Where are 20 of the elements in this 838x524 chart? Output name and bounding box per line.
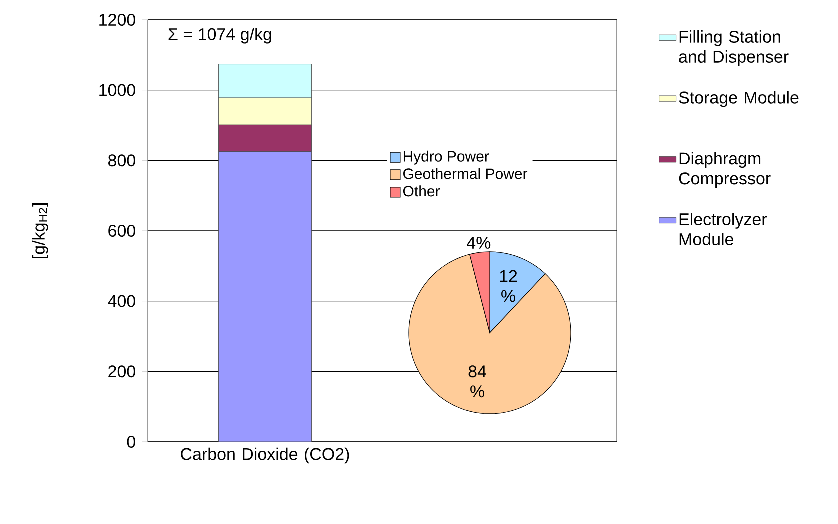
legend-label: Electrolyzer Module bbox=[680, 213, 768, 246]
y-tick-label: 600 bbox=[108, 224, 136, 238]
legend-label: Geothermal Power bbox=[404, 168, 528, 180]
legend-label: Storage Module bbox=[679, 91, 799, 108]
legend-label: Other bbox=[403, 186, 440, 197]
x-tick-label: Carbon Dioxide (CO2) bbox=[181, 448, 350, 464]
legend-label: Hydro Power bbox=[404, 150, 490, 165]
y-tick-label: 200 bbox=[108, 366, 136, 378]
y-tick-label: 400 bbox=[108, 295, 136, 308]
y-tick-label: 0 bbox=[127, 436, 136, 448]
data-label: 84 % bbox=[468, 366, 486, 398]
y-tick-label: 1000 bbox=[100, 84, 136, 96]
y-axis-title: [g/kg$_{H2}$] bbox=[32, 204, 48, 258]
y-tick-label: 800 bbox=[108, 154, 136, 167]
data-label: 4% bbox=[467, 237, 491, 249]
annotation: Σ = 1074 g/kg bbox=[168, 28, 272, 44]
legend-label: Diaphragm Compressor bbox=[679, 152, 771, 188]
legend-label: Filling Station and Dispenser bbox=[679, 30, 789, 66]
y-tick-label: 1200 bbox=[100, 14, 136, 26]
data-label: 12 % bbox=[500, 270, 518, 302]
